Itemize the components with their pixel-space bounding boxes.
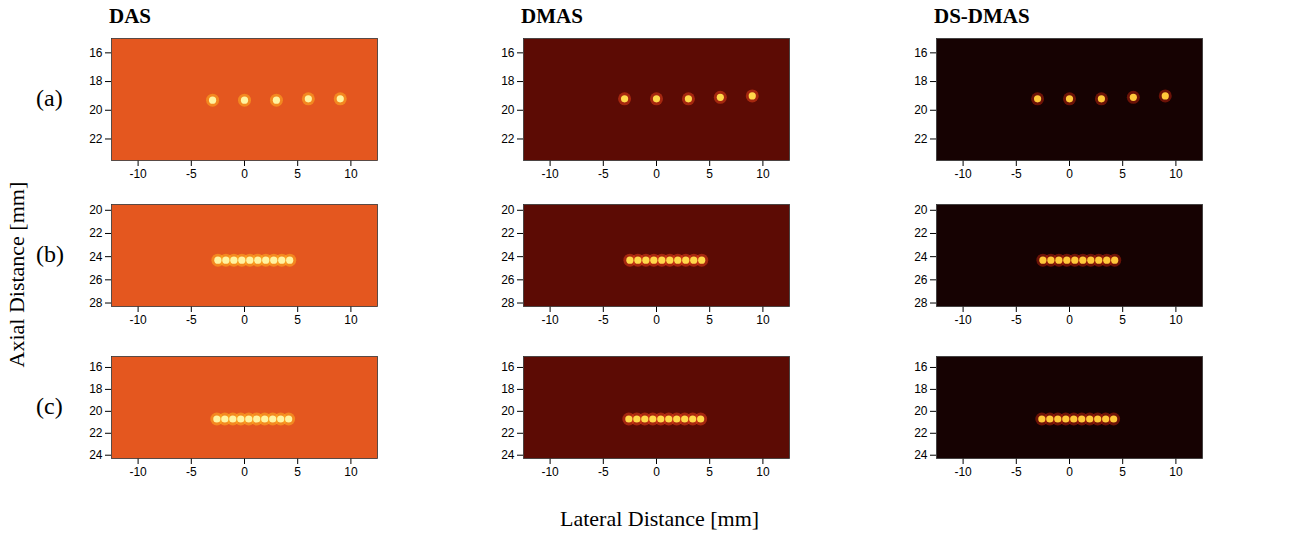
svg-text:-10: -10 xyxy=(541,167,559,181)
svg-text:10: 10 xyxy=(756,167,770,181)
svg-text:20: 20 xyxy=(501,103,515,117)
svg-text:5: 5 xyxy=(706,313,713,327)
svg-text:-5: -5 xyxy=(1011,313,1022,327)
svg-text:-10: -10 xyxy=(129,167,147,181)
svg-text:24: 24 xyxy=(89,249,103,263)
svg-text:28: 28 xyxy=(89,296,103,310)
svg-text:-10: -10 xyxy=(954,465,972,479)
svg-text:5: 5 xyxy=(1119,465,1126,479)
svg-text:-5: -5 xyxy=(1011,465,1022,479)
svg-text:18: 18 xyxy=(89,74,103,88)
svg-text:20: 20 xyxy=(914,203,928,217)
svg-text:16: 16 xyxy=(914,46,928,60)
svg-text:22: 22 xyxy=(914,132,928,146)
svg-text:5: 5 xyxy=(1119,167,1126,181)
svg-text:10: 10 xyxy=(1169,313,1183,327)
svg-text:18: 18 xyxy=(89,382,103,396)
svg-text:22: 22 xyxy=(501,226,515,240)
svg-text:5: 5 xyxy=(706,167,713,181)
svg-text:10: 10 xyxy=(756,313,770,327)
svg-text:-10: -10 xyxy=(129,313,147,327)
html-text:(b): (b) xyxy=(36,241,64,267)
svg-text:20: 20 xyxy=(914,404,928,418)
svg-text:20: 20 xyxy=(89,404,103,418)
svg-text:-10: -10 xyxy=(954,167,972,181)
svg-text:18: 18 xyxy=(914,382,928,396)
html-text:DMAS: DMAS xyxy=(521,4,583,28)
html-text:Axial Distance [mm]: Axial Distance [mm] xyxy=(3,181,28,368)
svg-text:0: 0 xyxy=(1066,167,1073,181)
svg-text:20: 20 xyxy=(914,103,928,117)
svg-text:0: 0 xyxy=(241,465,248,479)
svg-text:-10: -10 xyxy=(541,313,559,327)
svg-text:26: 26 xyxy=(89,273,103,287)
svg-text:-5: -5 xyxy=(186,167,197,181)
svg-text:18: 18 xyxy=(914,74,928,88)
svg-text:18: 18 xyxy=(501,74,515,88)
svg-text:22: 22 xyxy=(501,426,515,440)
svg-text:10: 10 xyxy=(1169,167,1183,181)
html-text:(c): (c) xyxy=(36,393,63,419)
svg-text:20: 20 xyxy=(89,103,103,117)
svg-text:5: 5 xyxy=(294,167,301,181)
svg-text:20: 20 xyxy=(501,404,515,418)
svg-text:-10: -10 xyxy=(954,313,972,327)
html-text:Lateral Distance [mm]: Lateral Distance [mm] xyxy=(560,506,760,531)
svg-text:24: 24 xyxy=(501,249,515,263)
html-text:DS-DMAS: DS-DMAS xyxy=(934,4,1030,28)
svg-text:0: 0 xyxy=(653,313,660,327)
svg-text:20: 20 xyxy=(89,203,103,217)
svg-text:16: 16 xyxy=(89,360,103,374)
svg-text:26: 26 xyxy=(914,273,928,287)
svg-text:16: 16 xyxy=(914,360,928,374)
svg-text:5: 5 xyxy=(294,465,301,479)
svg-text:16: 16 xyxy=(89,46,103,60)
svg-text:22: 22 xyxy=(501,132,515,146)
svg-text:18: 18 xyxy=(501,382,515,396)
svg-text:-5: -5 xyxy=(186,465,197,479)
svg-text:-10: -10 xyxy=(541,465,559,479)
svg-text:22: 22 xyxy=(914,226,928,240)
svg-text:20: 20 xyxy=(501,203,515,217)
svg-text:24: 24 xyxy=(501,448,515,462)
svg-text:10: 10 xyxy=(344,465,358,479)
svg-text:22: 22 xyxy=(89,226,103,240)
svg-text:22: 22 xyxy=(914,426,928,440)
svg-text:28: 28 xyxy=(501,296,515,310)
html-text:(a): (a) xyxy=(36,85,63,111)
svg-text:0: 0 xyxy=(241,313,248,327)
svg-text:-10: -10 xyxy=(129,465,147,479)
svg-text:24: 24 xyxy=(89,448,103,462)
svg-text:16: 16 xyxy=(501,360,515,374)
svg-text:5: 5 xyxy=(294,313,301,327)
svg-text:24: 24 xyxy=(914,448,928,462)
svg-text:26: 26 xyxy=(501,273,515,287)
svg-text:0: 0 xyxy=(653,167,660,181)
svg-text:0: 0 xyxy=(1066,313,1073,327)
svg-text:-5: -5 xyxy=(1011,167,1022,181)
svg-text:-5: -5 xyxy=(186,313,197,327)
svg-text:0: 0 xyxy=(653,465,660,479)
svg-text:10: 10 xyxy=(344,167,358,181)
svg-text:28: 28 xyxy=(914,296,928,310)
svg-text:22: 22 xyxy=(89,132,103,146)
svg-text:10: 10 xyxy=(756,465,770,479)
svg-text:10: 10 xyxy=(344,313,358,327)
svg-text:22: 22 xyxy=(89,426,103,440)
svg-text:24: 24 xyxy=(914,249,928,263)
html-text:DAS: DAS xyxy=(109,4,151,28)
svg-text:0: 0 xyxy=(1066,465,1073,479)
svg-text:5: 5 xyxy=(706,465,713,479)
svg-text:10: 10 xyxy=(1169,465,1183,479)
svg-text:16: 16 xyxy=(501,46,515,60)
svg-text:5: 5 xyxy=(1119,313,1126,327)
svg-text:-5: -5 xyxy=(598,167,609,181)
svg-text:-5: -5 xyxy=(598,313,609,327)
svg-text:-5: -5 xyxy=(598,465,609,479)
svg-text:0: 0 xyxy=(241,167,248,181)
